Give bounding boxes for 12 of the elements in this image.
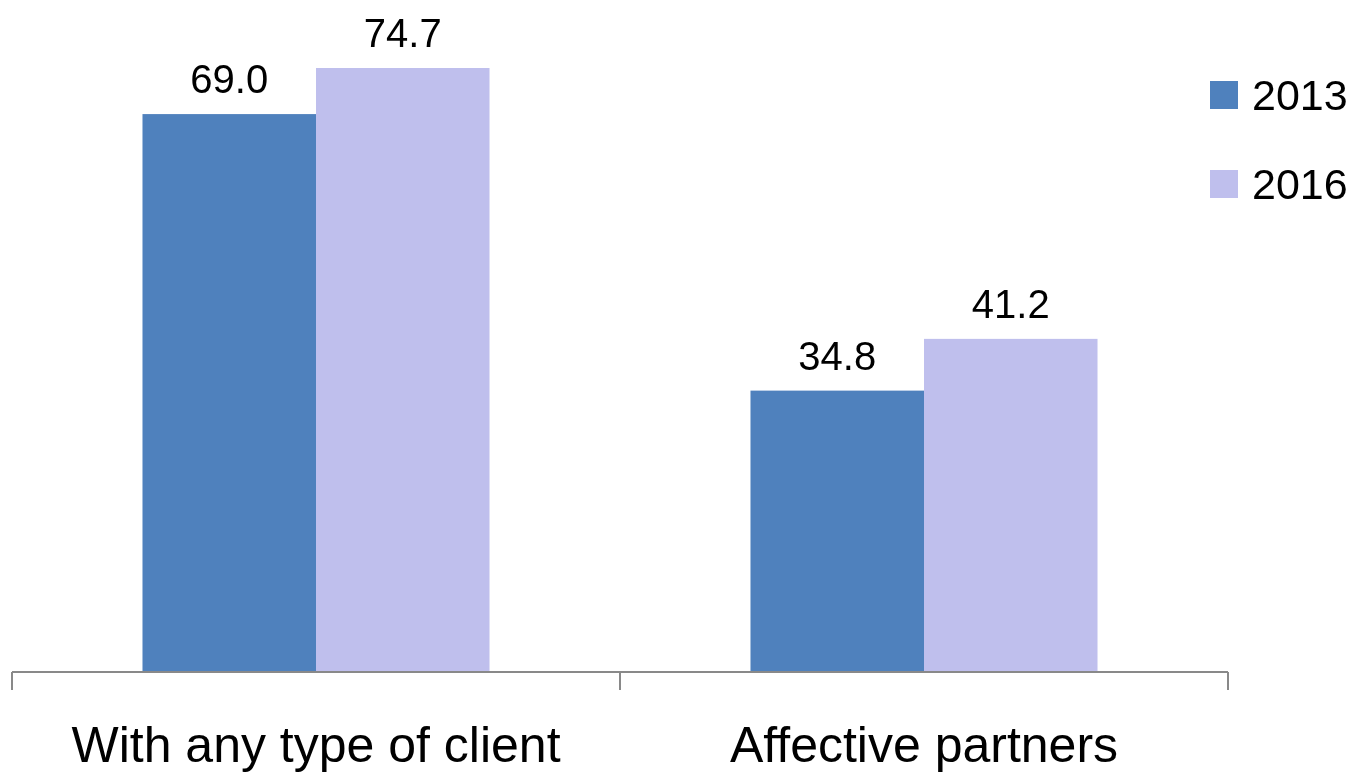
legend-label: 2013: [1252, 71, 1348, 119]
x-tick-label: With any type of client: [71, 717, 561, 773]
data-label: 74.7: [363, 11, 442, 55]
data-label: 34.8: [798, 333, 877, 378]
bar: [924, 338, 1098, 672]
data-label: 41.2: [971, 281, 1050, 326]
legend-label: 2016: [1252, 160, 1348, 208]
bar: [750, 390, 924, 672]
bar: [142, 114, 316, 672]
data-label: 69.0: [190, 57, 269, 102]
x-tick-label: Affective partners: [729, 717, 1119, 773]
bar: [316, 68, 490, 672]
